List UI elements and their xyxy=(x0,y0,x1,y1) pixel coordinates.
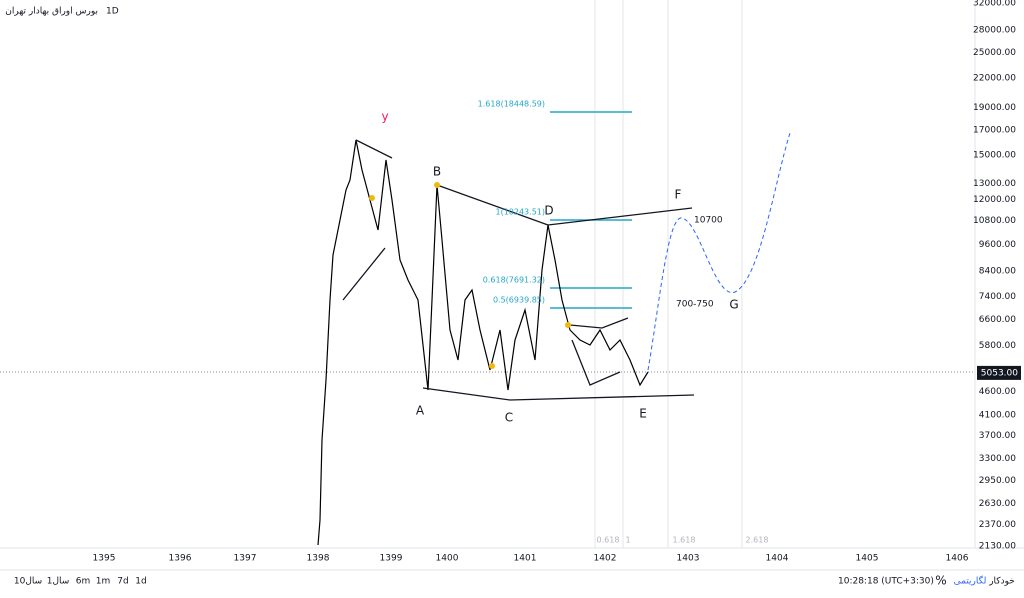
trendlines xyxy=(342,139,695,401)
markers xyxy=(369,182,571,369)
fib-time-lines xyxy=(594,0,743,548)
time-label: 1405 xyxy=(856,554,879,564)
wave-label: G xyxy=(729,298,738,312)
range-button[interactable]: 10سال xyxy=(14,577,42,587)
time-label: 1396 xyxy=(169,554,192,564)
price-label: 22000.00 xyxy=(973,74,1016,84)
price-label: 3700.00 xyxy=(979,431,1016,441)
time-label: 1406 xyxy=(946,554,969,564)
range-button[interactable]: 7d xyxy=(117,577,128,587)
time-label: 1401 xyxy=(514,554,537,564)
fib-label: 1.618(18448.59) xyxy=(478,100,545,109)
wave-label: E xyxy=(639,407,647,421)
current-price-box xyxy=(977,365,1021,380)
range-button[interactable]: 6m xyxy=(76,577,91,587)
price-label: 7400.00 xyxy=(979,292,1016,302)
clock: 10:28:18 (UTC+3:30) xyxy=(838,577,934,587)
range-button[interactable]: 1m xyxy=(96,577,111,587)
price-label: 25000.00 xyxy=(973,48,1016,58)
fib-label: 0.618(7691.32) xyxy=(483,276,545,285)
price-label: 2370.00 xyxy=(979,520,1016,530)
time-label: 1400 xyxy=(436,554,459,564)
price-label: 13000.00 xyxy=(973,179,1016,189)
auto-button[interactable]: خودکار xyxy=(988,577,1015,587)
price-series xyxy=(317,139,649,546)
wave-label: D xyxy=(544,204,553,218)
time-label: 1397 xyxy=(234,554,257,564)
time-label: 1398 xyxy=(307,554,330,564)
price-label: 28000.00 xyxy=(973,25,1016,35)
current-price: 5053.00 xyxy=(981,368,1018,378)
price-label: 4600.00 xyxy=(979,387,1016,397)
price-label: 17000.00 xyxy=(973,125,1016,135)
wave-label: C xyxy=(505,411,513,425)
time-label: 1404 xyxy=(766,554,789,564)
price-label: 8400.00 xyxy=(979,267,1016,277)
price-label: 2950.00 xyxy=(979,476,1016,486)
time-label: 1403 xyxy=(677,554,700,564)
fib-time-label: 0.618 xyxy=(597,536,620,545)
percent-button[interactable]: % xyxy=(935,574,946,588)
chart-title: بورس اوراق بهادار تهران xyxy=(5,7,98,17)
fib-time-label: 2.618 xyxy=(746,536,769,545)
log-button[interactable]: لگاریتمی xyxy=(954,575,987,587)
fib-time-label: 1.618 xyxy=(673,536,696,545)
price-label: 3300.00 xyxy=(979,454,1016,464)
wave-label: F xyxy=(675,188,682,202)
price-label: 5800.00 xyxy=(979,341,1016,351)
price-label: 2630.00 xyxy=(979,499,1016,509)
price-label: 4100.00 xyxy=(979,410,1016,420)
price-label: 19000.00 xyxy=(973,103,1016,113)
price-label: 6600.00 xyxy=(979,315,1016,325)
time-label: 1399 xyxy=(380,554,403,564)
wave-label: y xyxy=(381,110,388,124)
fib-time-label: 1 xyxy=(625,536,630,545)
range-button[interactable]: 1سال xyxy=(47,577,70,587)
time-label: 1402 xyxy=(594,554,617,564)
wave-label: B xyxy=(433,165,441,179)
fib-label: 1(10243.51) xyxy=(495,208,545,217)
price-label: 15000.00 xyxy=(973,150,1016,160)
interval: 1D xyxy=(106,7,119,17)
price-label: 12000.00 xyxy=(973,195,1016,205)
price-label: 10800.00 xyxy=(973,216,1016,226)
price-label: 32000.00 xyxy=(973,0,1016,9)
price-label: 2130.00 xyxy=(979,542,1016,552)
level-label: 10700 xyxy=(694,216,723,226)
range-button[interactable]: 1d xyxy=(135,577,146,587)
fib-label: 0.5(6939.85) xyxy=(493,296,545,305)
time-label: 1395 xyxy=(93,554,116,564)
wave-label: A xyxy=(416,404,425,418)
level-label: 700-750 xyxy=(676,300,714,310)
price-label: 9600.00 xyxy=(979,240,1016,250)
